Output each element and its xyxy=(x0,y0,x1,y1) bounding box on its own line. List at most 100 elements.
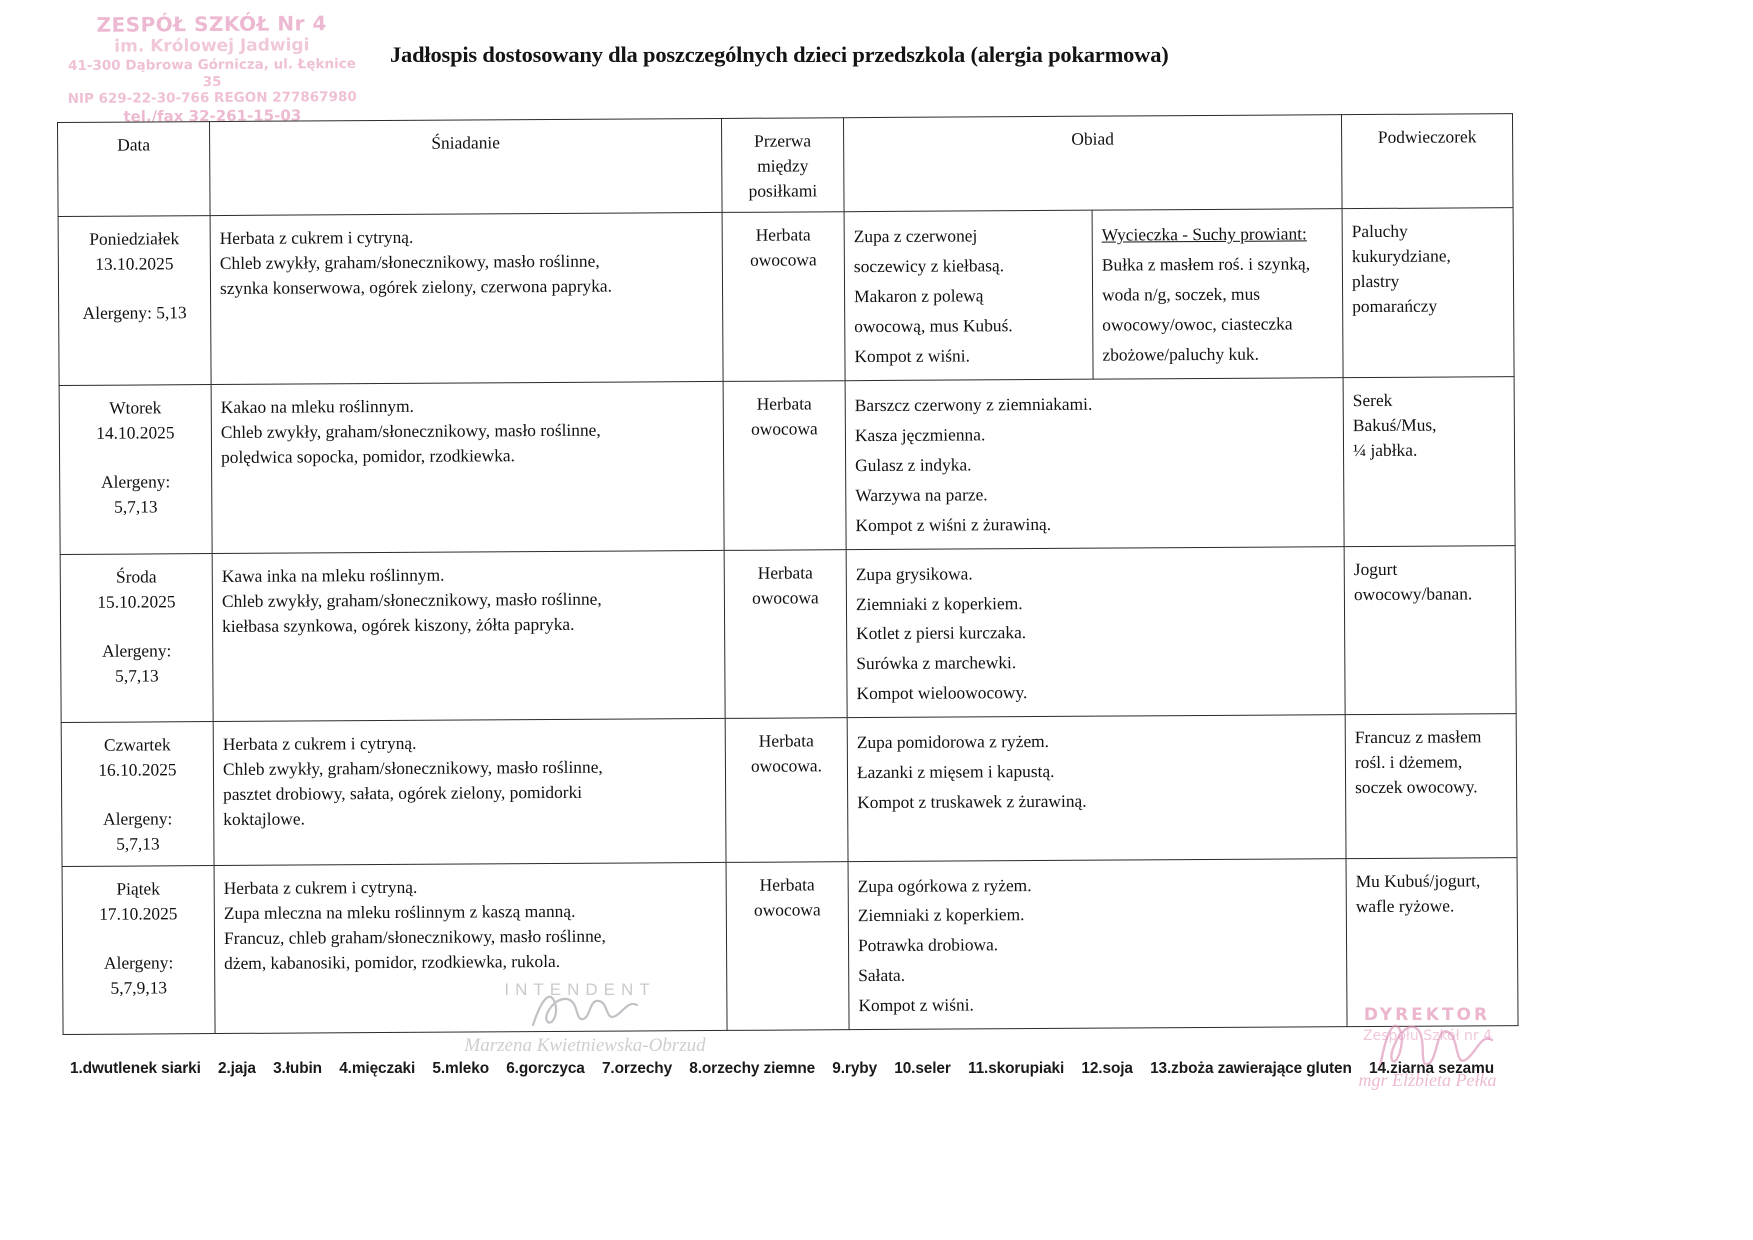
day-name: Środa xyxy=(115,565,157,587)
cell-obiad-tuesday: Barszcz czerwony z ziemniakami. Kasza ję… xyxy=(845,377,1345,550)
legend-item: 6.gorczyca xyxy=(506,1060,585,1077)
podwieczorek-line: plastry xyxy=(1351,271,1400,292)
day-name: Poniedziałek xyxy=(89,228,180,249)
cell-trip-note-monday: Wycieczka - Suchy prowiant: Bułka z masł… xyxy=(1092,208,1344,380)
cell-day-thursday: Czwartek 16.10.2025 Alergeny: 5,7,13 xyxy=(61,721,215,866)
obiad-line: owocową, mus Kubuś. xyxy=(854,315,1013,337)
sniadanie-line: Chleb zwykły, graham/słonecznikowy, masł… xyxy=(221,588,602,611)
cell-przerwa-wednesday: Herbata owocowa xyxy=(724,549,848,719)
podwieczorek-line: ¼ jabłka. xyxy=(1352,439,1418,461)
obiad-line: Ziemniaki z koperkiem. xyxy=(855,592,1023,614)
cell-obiad-friday: Zupa ogórkowa z ryżem. Ziemniaki z koper… xyxy=(848,858,1348,1030)
cell-podwieczorek-friday: Mu Kubuś/jogurt, wafle ryżowe. xyxy=(1346,857,1519,1027)
cell-podwieczorek-monday: Paluchy kukurydziane, plastry pomarańczy xyxy=(1342,207,1515,378)
podwieczorek-line: Francuz z masłem xyxy=(1354,726,1482,748)
stamp-line-3: 41-300 Dąbrowa Górnicza, ul. Łęknice 35 xyxy=(68,56,356,90)
day-allergens-label: Alergeny: xyxy=(103,951,174,973)
przerwa-line: owocowa xyxy=(750,418,818,439)
przerwa-line: owocowa xyxy=(753,898,821,920)
sniadanie-line: Kakao na mleku roślinnym. xyxy=(220,395,415,417)
trip-note-line: owocowy/owoc, ciasteczka xyxy=(1102,313,1293,335)
sniadanie-line: Francuz, chleb graham/słonecznikowy, mas… xyxy=(223,925,606,948)
cell-obiad-monday: Zupa z czerwonej soczewicy z kiełbasą. M… xyxy=(844,210,1094,381)
column-header-przerwa: Przerwa między posiłkami xyxy=(721,117,845,213)
przerwa-line: owocowa. xyxy=(750,755,823,777)
podwieczorek-line: kukurydziane, xyxy=(1351,245,1451,267)
podwieczorek-line: wafle ryżowe. xyxy=(1355,895,1455,916)
legend-item: 7.orzechy xyxy=(601,1060,673,1077)
obiad-line: Kotlet z piersi kurczaka. xyxy=(856,622,1027,644)
day-allergens-label: Alergeny: xyxy=(101,471,171,492)
podwieczorek-line: soczek owocowy. xyxy=(1355,776,1478,798)
day-allergens-label: Alergeny: xyxy=(102,639,172,661)
obiad-line: Zupa ogórkowa z ryżem. xyxy=(857,874,1032,896)
podwieczorek-line: Mu Kubuś/jogurt, xyxy=(1355,869,1481,891)
column-header-sniadanie: Śniadanie xyxy=(209,118,723,216)
sniadanie-line: szynka konserwowa, ogórek zielony, czerw… xyxy=(219,275,613,299)
trip-note-line: zbożowe/paluchy kuk. xyxy=(1102,343,1259,365)
przerwa-line: Herbata xyxy=(759,873,815,895)
day-allergens-values: 5,7,13 xyxy=(116,833,160,855)
stamp-line-1: ZESPÓŁ SZKÓŁ Nr 4 xyxy=(96,11,327,37)
przerwa-line: owocowa xyxy=(749,249,817,271)
przerwa-line: Herbata xyxy=(757,561,813,583)
legend-item: 8.orzechy ziemne xyxy=(689,1060,816,1077)
cell-przerwa-monday: Herbata owocowa xyxy=(722,211,846,382)
header-row: Data Śniadanie Przerwa między posiłkami … xyxy=(57,113,1514,217)
podwieczorek-line: Jogurt xyxy=(1353,558,1398,579)
intendent-signature-name: Marzena Kwietniewska-Obrzud xyxy=(464,1035,706,1056)
intendent-signature-ink xyxy=(531,995,639,1027)
legend-item: 2.jaja xyxy=(217,1060,256,1077)
table-row: Środa 15.10.2025 Alergeny: 5,7,13 Kawa i… xyxy=(60,545,1517,723)
obiad-line: soczewicy z kiełbasą. xyxy=(853,255,1005,277)
legend-item: 3.łubin xyxy=(273,1060,322,1077)
stamp-line-2: im. Królowej Jadwigi xyxy=(114,35,310,58)
sniadanie-line: Chleb zwykły, graham/słonecznikowy, masł… xyxy=(222,756,603,780)
dyrektor-signature-ink xyxy=(1378,1024,1494,1070)
przerwa-line: Herbata xyxy=(756,393,812,414)
cell-day-wednesday: Środa 15.10.2025 Alergeny: 5,7,13 xyxy=(60,553,214,723)
day-allergens: Alergeny: 5,13 xyxy=(82,302,187,324)
obiad-line: Zupa grysikowa. xyxy=(855,562,973,584)
legend-item: 10.seler xyxy=(894,1060,951,1077)
day-name: Czwartek xyxy=(103,734,171,755)
obiad-line: Barszcz czerwony z ziemniakami. xyxy=(854,393,1093,416)
cell-sniadanie-friday: Herbata z cukrem i cytryną. Zupa mleczna… xyxy=(214,861,728,1034)
column-header-data: Data xyxy=(57,121,211,217)
obiad-line: Kompot z wiśni. xyxy=(858,994,974,1016)
menu-table: Data Śniadanie Przerwa między posiłkami … xyxy=(57,113,1519,1036)
menu-table-container: Data Śniadanie Przerwa między posiłkami … xyxy=(57,113,1519,1036)
obiad-line: Sałata. xyxy=(858,965,906,986)
legend-item: 14.ziarna sezamu xyxy=(1369,1060,1495,1077)
podwieczorek-line: Paluchy xyxy=(1351,220,1408,242)
table-header: Data Śniadanie Przerwa między posiłkami … xyxy=(57,113,1514,217)
obiad-line: Kompot z wiśni z żurawiną. xyxy=(855,513,1052,535)
obiad-line: Gulasz z indyka. xyxy=(855,454,972,475)
obiad-line: Warzywa na parze. xyxy=(855,484,988,505)
trip-note-line: Bułka z masłem roś. i szynką, xyxy=(1101,253,1311,275)
table-row: Piątek 17.10.2025 Alergeny: 5,7,9,13 Her… xyxy=(62,857,1519,1035)
obiad-line: Ziemniaki z koperkiem. xyxy=(857,904,1025,926)
day-allergens-values: 5,7,13 xyxy=(115,665,159,686)
intendent-label: INTENDENT xyxy=(504,980,656,999)
podwieczorek-line: rośl. i dżemem, xyxy=(1354,751,1463,773)
cell-przerwa-tuesday: Herbata owocowa xyxy=(723,380,847,550)
column-header-obiad: Obiad xyxy=(843,114,1343,212)
column-header-podwieczorek: Podwieczorek xyxy=(1341,113,1514,209)
dyrektor-signature-name: mgr Elżbieta Pełka xyxy=(1358,1070,1497,1090)
sniadanie-line: Chleb zwykły, graham/słonecznikowy, masł… xyxy=(219,250,600,274)
cell-przerwa-friday: Herbata owocowa xyxy=(726,861,850,1031)
day-name: Wtorek xyxy=(109,397,162,418)
obiad-line: Kompot z truskawek z żurawiną. xyxy=(857,790,1087,813)
podwieczorek-line: pomarańczy xyxy=(1352,295,1438,317)
sniadanie-line: Herbata z cukrem i cytryną. xyxy=(222,733,417,755)
przerwa-line-2: między xyxy=(757,155,809,176)
sniadanie-line: kiełbasa szynkowa, ogórek kiszony, żółta… xyxy=(222,613,575,636)
przerwa-line-1: Przerwa xyxy=(754,130,812,151)
allergen-legend: 1.dwutlenek siarki 2.jaja 3.łubin 4.mięc… xyxy=(70,1060,1494,1078)
sniadanie-line: Chleb zwykły, graham/słonecznikowy, masł… xyxy=(220,419,601,442)
cell-podwieczorek-wednesday: Jogurt owocowy/banan. xyxy=(1344,545,1517,715)
day-allergens-label: Alergeny: xyxy=(103,808,173,830)
sniadanie-line: koktajlowe. xyxy=(223,808,305,830)
legend-item: 4.mięczaki xyxy=(339,1060,416,1077)
